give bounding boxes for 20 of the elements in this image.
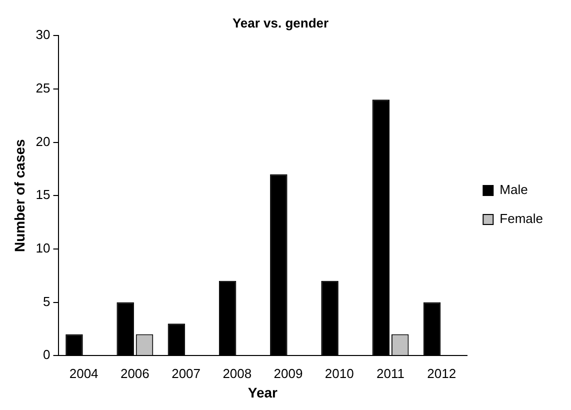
x-tick-label: 2006 bbox=[120, 366, 150, 381]
x-axis-title: Year bbox=[248, 384, 278, 400]
x-tick-label: 2004 bbox=[69, 366, 98, 381]
x-tick-label: 2010 bbox=[324, 366, 354, 381]
x-tick-label: 2009 bbox=[274, 366, 303, 381]
legend-label: Male bbox=[500, 182, 528, 198]
y-tick-label: 30 bbox=[36, 27, 50, 42]
x-tick-label: 2011 bbox=[376, 366, 404, 381]
y-tick-label: 25 bbox=[36, 80, 50, 96]
y-tick-label: 0 bbox=[43, 347, 50, 362]
x-tick-label: 2007 bbox=[172, 366, 200, 381]
y-tick-label: 20 bbox=[36, 134, 50, 149]
y-tick-label: 10 bbox=[36, 240, 50, 256]
x-tick-label: 2012 bbox=[427, 366, 456, 381]
y-axis-title: Number of cases bbox=[11, 138, 28, 252]
y-tick-label: 15 bbox=[36, 187, 50, 202]
chart-title: Year vs. gender bbox=[232, 15, 329, 30]
y-tick-label: 5 bbox=[43, 294, 50, 309]
x-tick-label: 2008 bbox=[222, 366, 252, 381]
legend-label: Female bbox=[500, 211, 544, 226]
